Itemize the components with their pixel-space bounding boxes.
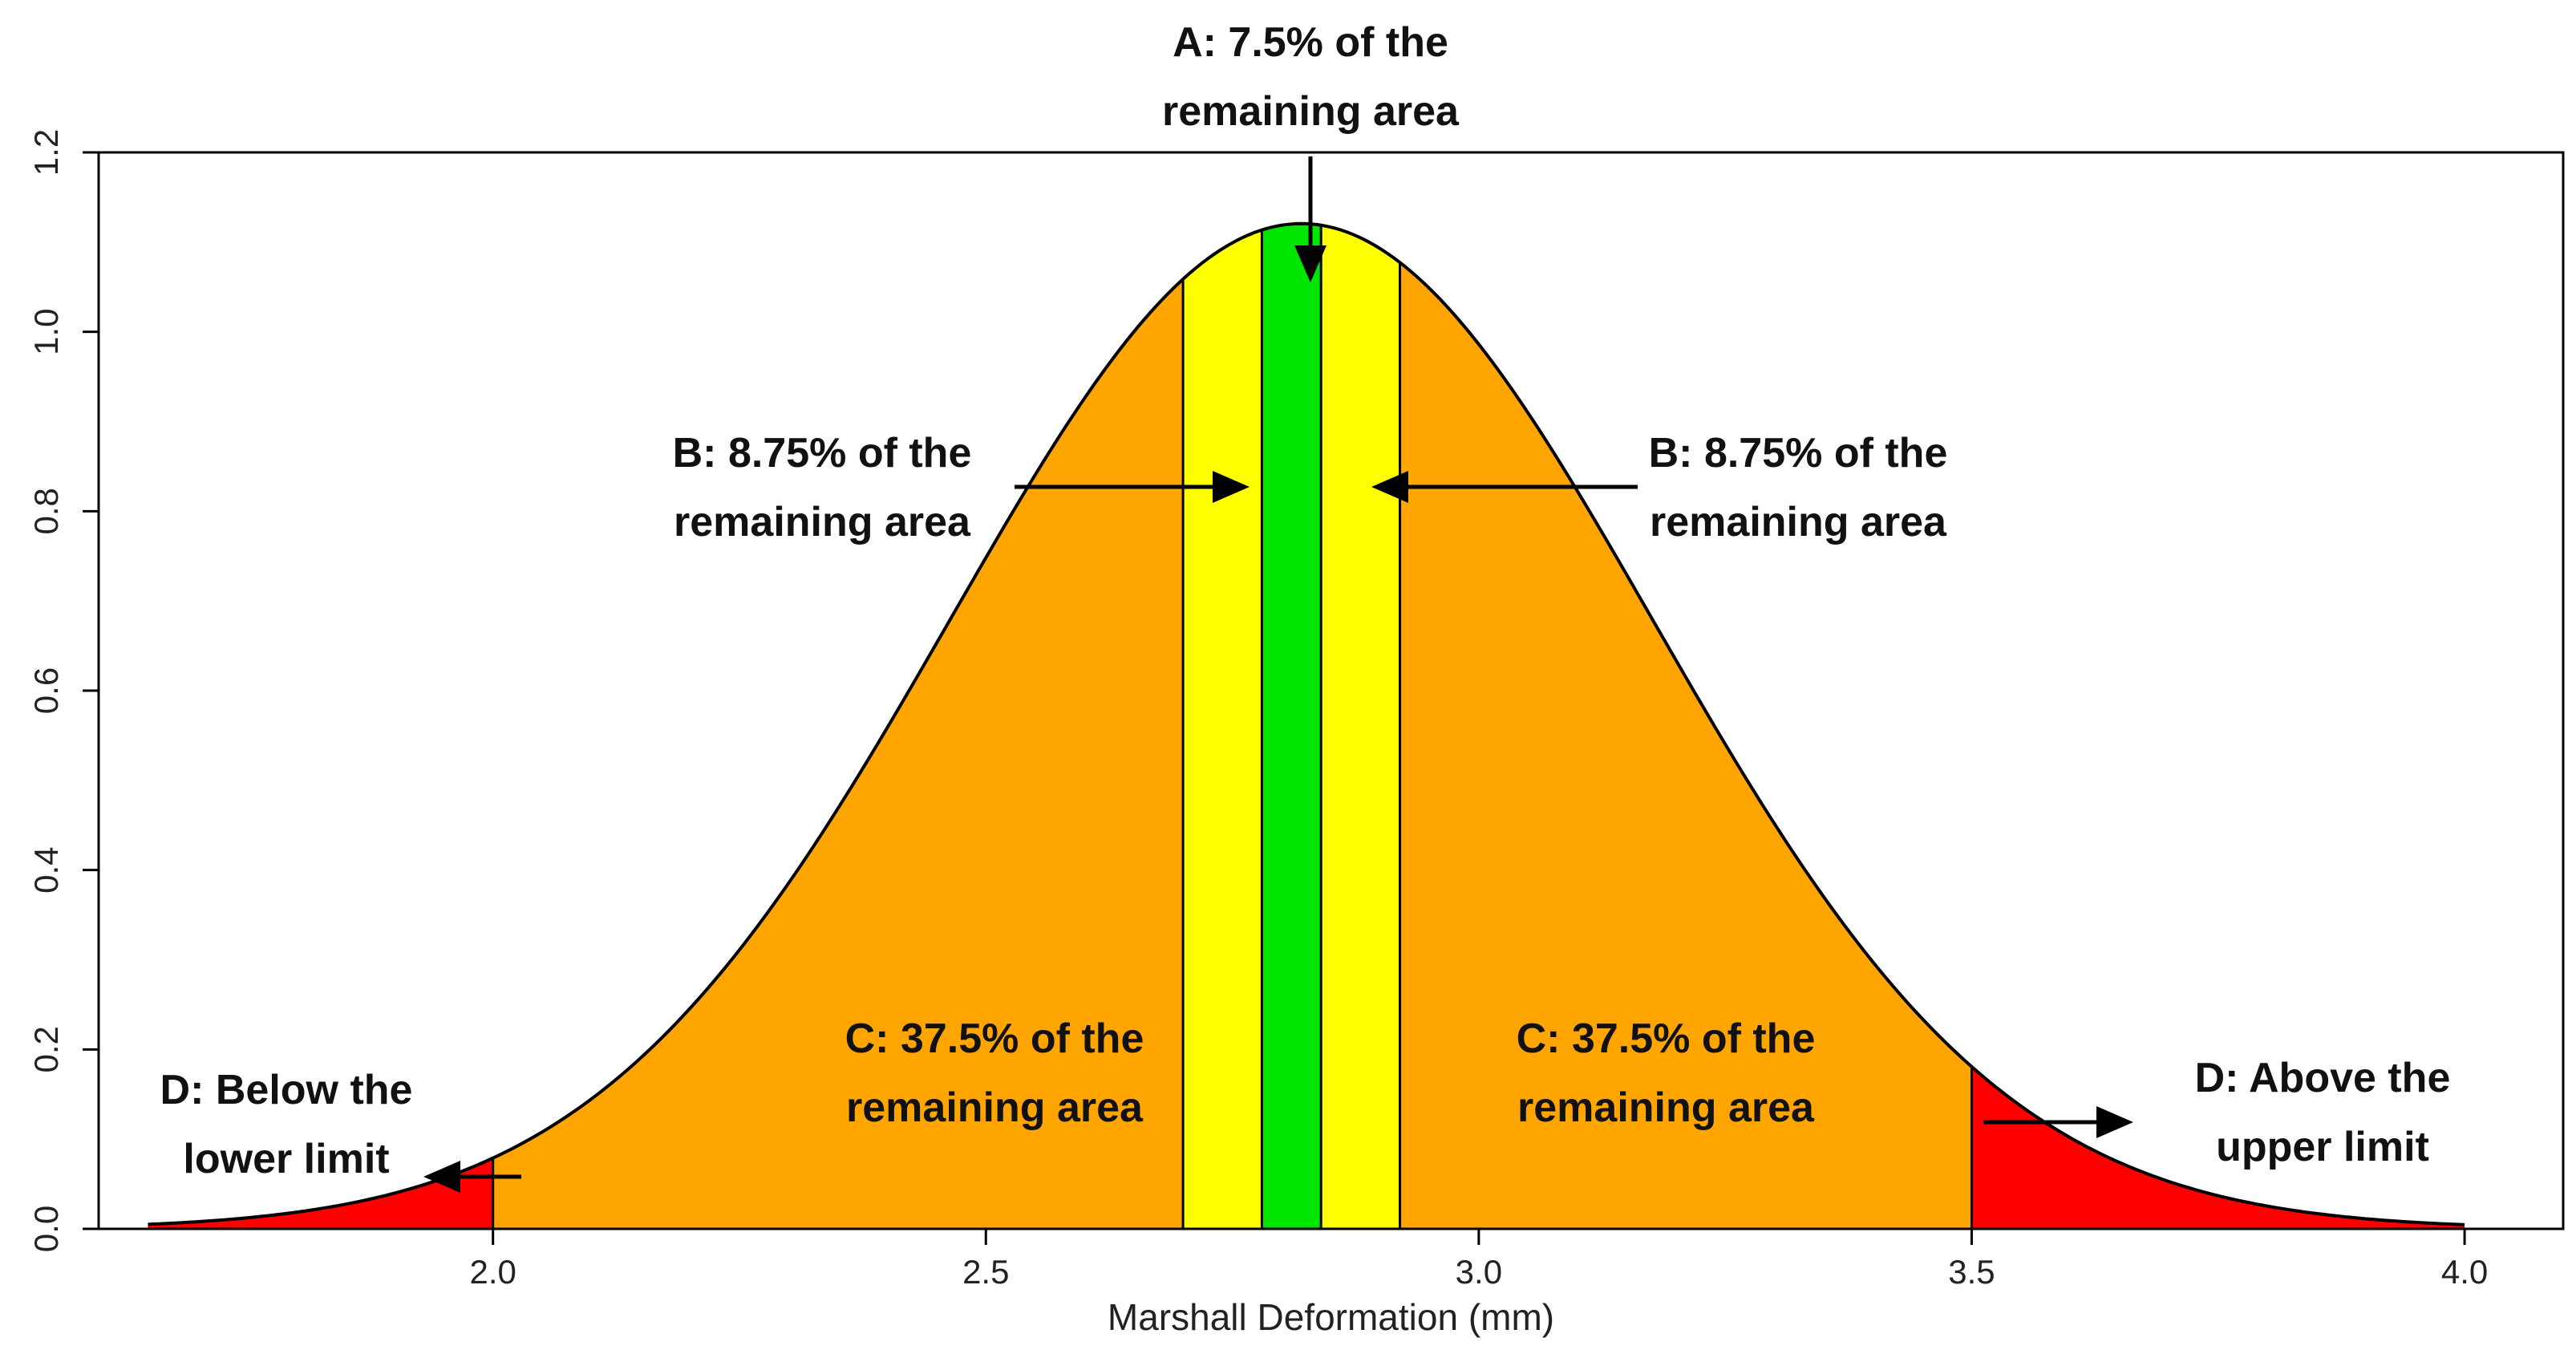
region-5 bbox=[1399, 262, 1972, 1229]
x-tick-label: 2.5 bbox=[962, 1253, 1009, 1291]
x-axis-title: Marshall Deformation (mm) bbox=[1108, 1296, 1554, 1338]
annotation-a: A: 7.5% of the remaining area bbox=[1162, 19, 1460, 135]
arrow-b-left bbox=[1015, 471, 1250, 503]
y-tick-label: 1.0 bbox=[27, 308, 65, 355]
y-tick-label: 1.2 bbox=[27, 129, 65, 176]
annotation-line: A: 7.5% of the bbox=[1173, 19, 1448, 66]
arrow-head bbox=[2096, 1106, 2133, 1138]
annotation-line: D: Above the bbox=[2195, 1055, 2451, 1101]
arrow-head bbox=[1213, 471, 1250, 503]
annotation-line: remaining area bbox=[674, 499, 971, 545]
region-0 bbox=[148, 1157, 493, 1229]
annotation-d-right: D: Above the upper limit bbox=[2195, 1055, 2451, 1170]
y-tick-label: 0.4 bbox=[27, 846, 65, 893]
annotation-line: upper limit bbox=[2216, 1124, 2429, 1170]
arrow-head bbox=[1371, 471, 1408, 503]
annotation-b-right: B: 8.75% of the remaining area bbox=[1649, 430, 1948, 545]
annotation-c-right: C: 37.5% of the remaining area bbox=[1517, 1015, 1816, 1131]
colored-regions bbox=[148, 223, 2465, 1230]
x-axis: 2.0 2.5 3.0 3.5 4.0 bbox=[469, 1229, 2488, 1291]
region-3 bbox=[1262, 223, 1322, 1229]
arrow-a bbox=[1294, 156, 1326, 282]
arrow-d-left bbox=[423, 1161, 521, 1193]
annotation-c-left: C: 37.5% of the remaining area bbox=[845, 1015, 1144, 1131]
density-curve bbox=[148, 221, 2465, 1226]
annotation-line: C: 37.5% of the bbox=[1517, 1015, 1816, 1062]
region-6 bbox=[1971, 1066, 2465, 1229]
y-tick-label: 0.2 bbox=[27, 1026, 65, 1072]
arrow-b-right bbox=[1371, 471, 1638, 503]
annotation-line: B: 8.75% of the bbox=[673, 430, 972, 476]
annotation-b-left: B: 8.75% of the remaining area bbox=[673, 430, 972, 545]
annotation-line: remaining area bbox=[1650, 499, 1947, 545]
y-axis: 0.0 0.2 0.4 0.6 0.8 1.0 1.2 bbox=[27, 129, 99, 1252]
x-tick-label: 3.0 bbox=[1456, 1253, 1502, 1291]
arrow-head bbox=[423, 1161, 460, 1193]
annotation-line: remaining area bbox=[1517, 1084, 1815, 1131]
x-tick-label: 3.5 bbox=[1948, 1253, 1995, 1291]
x-tick-label: 2.0 bbox=[469, 1253, 516, 1291]
annotation-line: lower limit bbox=[183, 1136, 389, 1182]
arrow-head bbox=[1294, 245, 1326, 282]
y-tick-label: 0.6 bbox=[27, 667, 65, 714]
annotation-line: remaining area bbox=[1162, 88, 1460, 135]
region-2 bbox=[1183, 229, 1262, 1229]
y-tick-label: 0.0 bbox=[27, 1206, 65, 1252]
annotation-line: C: 37.5% of the bbox=[845, 1015, 1144, 1062]
x-tick-label: 4.0 bbox=[2441, 1253, 2488, 1291]
region-4 bbox=[1321, 225, 1400, 1229]
arrow-d-right bbox=[1983, 1106, 2133, 1138]
annotation-d-left: D: Below the lower limit bbox=[160, 1067, 413, 1182]
annotation-arrows bbox=[423, 156, 2133, 1193]
annotation-line: remaining area bbox=[846, 1084, 1144, 1131]
y-tick-label: 0.8 bbox=[27, 488, 65, 534]
annotation-line: D: Below the bbox=[160, 1067, 413, 1113]
annotation-line: B: 8.75% of the bbox=[1649, 430, 1948, 476]
